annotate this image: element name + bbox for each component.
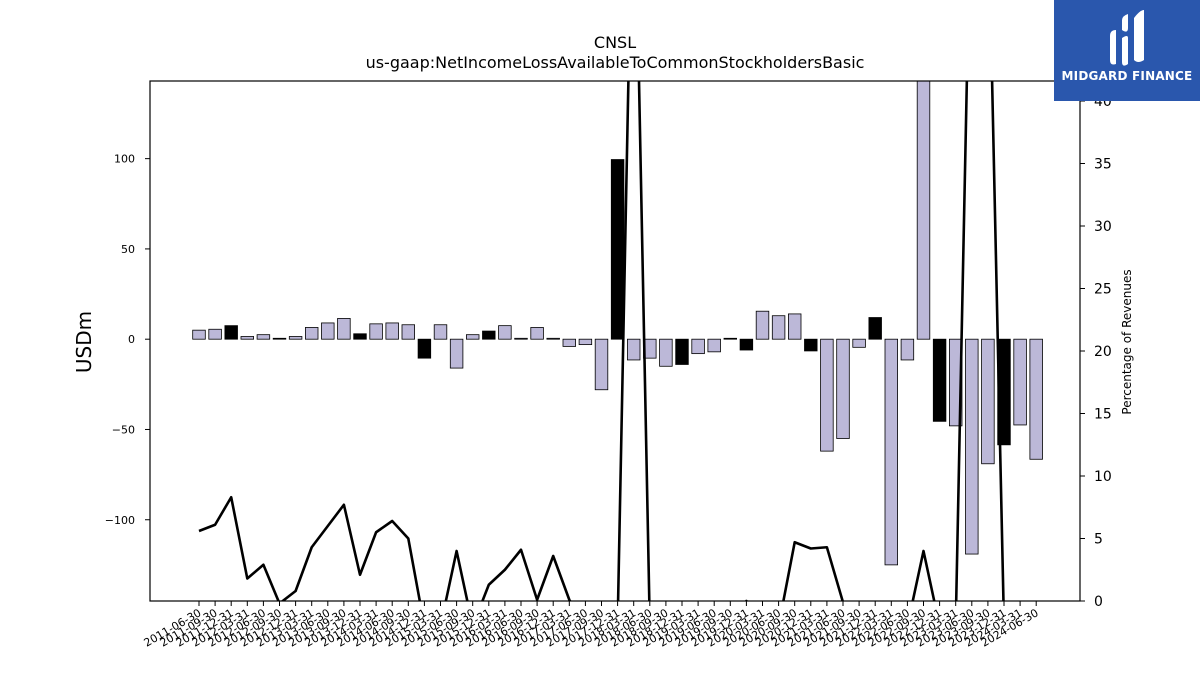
- bar: [562, 338, 577, 347]
- bar: [1013, 338, 1027, 426]
- bar: [852, 338, 866, 348]
- bar: [916, 81, 931, 340]
- bar: [449, 338, 464, 369]
- x-axis: 2011-06-302011-09-302011-12-312012-03-31…: [142, 601, 1041, 650]
- bar: [900, 338, 915, 361]
- bar: [981, 338, 995, 465]
- bar: [240, 336, 255, 340]
- series-line: [198, 81, 1005, 601]
- bar: [610, 159, 625, 340]
- y2-axis-label: Percentage of Revenues: [1120, 269, 1134, 414]
- y-axis-label: USDm: [72, 311, 96, 373]
- chart-title: CNSL: [594, 33, 636, 52]
- bar: [433, 324, 448, 340]
- y2-tick-label: 0: [1094, 594, 1103, 610]
- y-tick-label: 50: [121, 243, 135, 256]
- y2-tick-label: 5: [1094, 532, 1103, 548]
- bar: [1029, 338, 1043, 460]
- bar: [820, 338, 834, 452]
- bar: [965, 338, 979, 555]
- y-tick-label: 0: [128, 333, 135, 346]
- y2-tick-label: 10: [1094, 469, 1112, 485]
- line-series: [198, 81, 1005, 601]
- bar: [627, 338, 641, 361]
- logo: MIDGARD FINANCE: [1054, 0, 1200, 101]
- bar: [208, 328, 222, 340]
- logo-mark-icon: [1110, 10, 1144, 66]
- bar: [288, 336, 303, 340]
- bar: [691, 338, 705, 355]
- bar: [224, 325, 238, 340]
- bar: [932, 338, 947, 422]
- y2-tick-label: 25: [1094, 282, 1112, 298]
- bar: [949, 338, 963, 427]
- bar: [514, 337, 528, 340]
- bar: [884, 338, 899, 566]
- bar: [788, 313, 802, 340]
- y2-tick-label: 30: [1094, 219, 1112, 235]
- bar: [723, 337, 738, 340]
- bar: [192, 329, 206, 340]
- bar: [353, 333, 367, 340]
- plot-frame: [149, 80, 1081, 602]
- y-tick-label: 100: [114, 153, 135, 166]
- bar: [256, 334, 271, 340]
- y2-tick-label: 20: [1094, 344, 1112, 360]
- bar: [739, 338, 754, 351]
- logo-text: MIDGARD FINANCE: [1061, 69, 1193, 83]
- bar-series: [192, 81, 1043, 566]
- bar: [337, 318, 351, 340]
- chart-subtitle: us-gaap:NetIncomeLossAvailableToCommonSt…: [366, 53, 865, 72]
- y2-tick-label: 15: [1094, 407, 1112, 423]
- bar: [546, 337, 560, 340]
- bar: [659, 338, 673, 367]
- bar: [836, 338, 850, 439]
- bar: [321, 322, 335, 340]
- bar: [401, 324, 416, 340]
- bar: [578, 338, 593, 346]
- bar: [272, 337, 287, 340]
- bar: [369, 323, 383, 340]
- bar: [594, 338, 609, 391]
- bar: [804, 338, 818, 352]
- bar: [530, 327, 544, 340]
- bar: [417, 338, 432, 359]
- y-tick-label: −50: [112, 423, 135, 436]
- bar: [498, 325, 512, 340]
- bar: [707, 338, 721, 353]
- bar: [304, 327, 319, 340]
- y2-tick-label: 35: [1094, 157, 1112, 173]
- bar: [755, 310, 770, 340]
- y-axis: 100 50 0 −50 −100: [105, 153, 150, 527]
- bar: [482, 330, 496, 340]
- bar: [385, 322, 399, 340]
- bar: [771, 315, 786, 340]
- bar: [675, 338, 689, 365]
- bar: [465, 334, 480, 340]
- y-tick-label: −100: [105, 514, 135, 527]
- bar: [868, 317, 882, 340]
